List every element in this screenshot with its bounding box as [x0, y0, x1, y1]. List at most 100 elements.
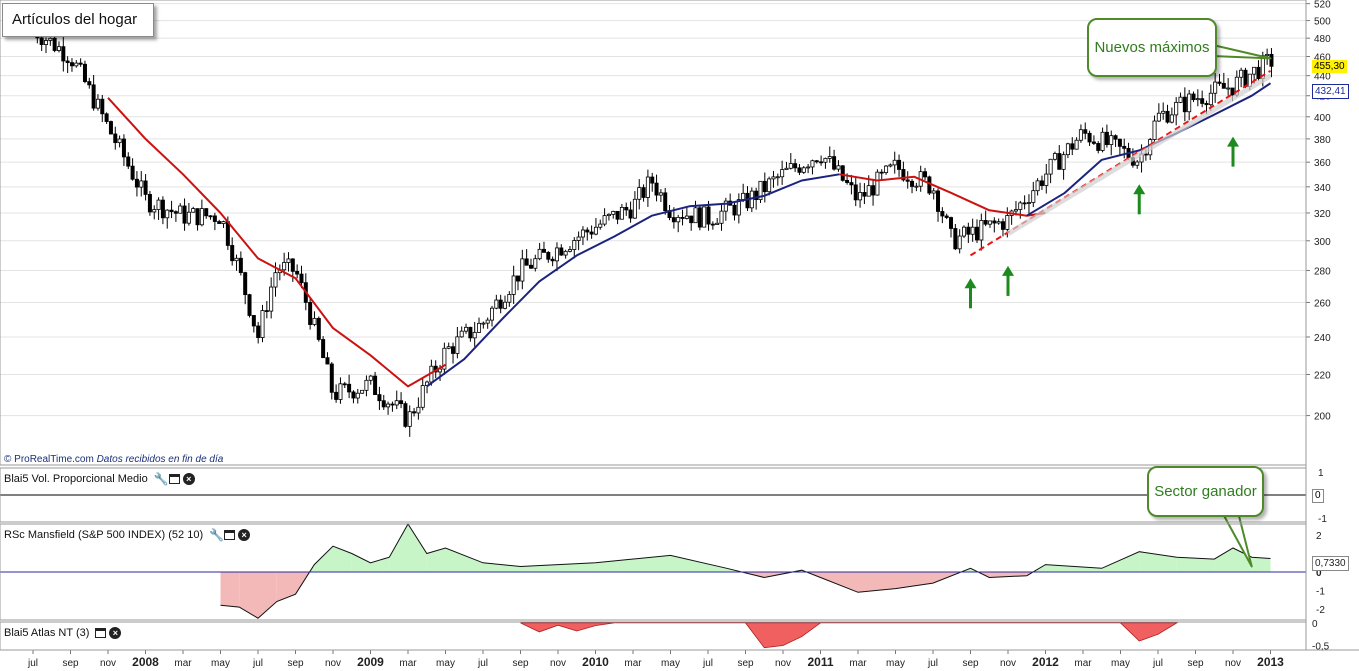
candle-down [290, 258, 295, 272]
candle-down [39, 37, 44, 45]
candle-up [554, 247, 559, 262]
candle-down [797, 167, 802, 173]
candle-up [632, 198, 637, 219]
candle-up [676, 216, 681, 223]
candle-down [689, 215, 694, 224]
candle-down [1096, 143, 1101, 151]
candle-down [1022, 202, 1027, 205]
x-tick-label: mar [399, 658, 417, 669]
candle-up [442, 347, 447, 370]
candle-up [827, 156, 832, 159]
candle-up [282, 262, 287, 271]
x-tick-label: nov [775, 658, 791, 669]
candle-up [606, 213, 611, 217]
candle-down [1091, 141, 1096, 144]
candle-down [654, 182, 659, 196]
x-tick-label: nov [1225, 658, 1241, 669]
candle-down [100, 98, 105, 115]
candle-down [204, 208, 209, 217]
candle-up [459, 330, 464, 338]
candle-down [308, 302, 313, 325]
candle-up [1065, 143, 1070, 156]
candle-up [1026, 202, 1031, 204]
close-icon[interactable]: × [238, 528, 251, 541]
candle-up [490, 307, 495, 321]
candle-down [559, 247, 564, 256]
candle-up [1048, 158, 1053, 175]
candle-up [957, 235, 962, 250]
candle-down [451, 346, 456, 354]
candle-down [1083, 129, 1088, 134]
candle-up [43, 40, 48, 45]
candle-up [1265, 53, 1270, 57]
price-axis: 2002202402602803003203403603804004204404… [1306, 0, 1331, 423]
candle-down [1087, 132, 1092, 143]
rsc-tick-label: 2 [1316, 531, 1322, 542]
x-tick-label: sep [1187, 658, 1204, 669]
candle-down [1000, 221, 1005, 230]
candle-up [1109, 135, 1114, 146]
candle-up [741, 192, 746, 200]
candle-down [927, 176, 932, 194]
candle-up [736, 199, 741, 216]
candle-down [321, 339, 326, 359]
wrench-icon[interactable]: 🔧 [153, 471, 169, 486]
chart-title: Artículos del hogar [2, 3, 154, 37]
candle-down [399, 400, 404, 405]
candle-down [663, 192, 668, 211]
rsc-area [820, 572, 858, 593]
candle-up [511, 275, 516, 295]
candle-up [394, 400, 399, 406]
rsc-area [1233, 548, 1252, 572]
wrench-icon[interactable]: 🔧 [209, 527, 225, 542]
window-icon[interactable] [224, 529, 236, 540]
window-icon[interactable] [168, 473, 180, 484]
candle-up [836, 165, 841, 170]
support-arrows [964, 136, 1239, 309]
rsc-area [1251, 557, 1271, 572]
x-tick-label: nov [325, 658, 341, 669]
candle-down [949, 217, 954, 229]
panel-title-volume: Blai5 Vol. Proporcional Medio [4, 472, 148, 485]
x-tick-label: mar [174, 658, 192, 669]
x-tick-label: jul [252, 658, 263, 669]
rsc-area [426, 548, 446, 572]
candle-up [455, 336, 460, 354]
candle-down [871, 185, 876, 196]
candle-up [931, 190, 936, 194]
candle-down [853, 184, 858, 201]
candle-up [502, 301, 507, 309]
y-tick-label: 240 [1314, 333, 1331, 344]
candle-down [61, 46, 66, 62]
candle-down [468, 326, 473, 339]
x-tick-label: jul [702, 658, 713, 669]
candle-down [550, 258, 555, 262]
x-tick-label: jul [477, 658, 488, 669]
candle-up [152, 209, 157, 213]
candle-up [537, 248, 542, 260]
candle-down [641, 187, 646, 198]
candle-down [940, 211, 945, 217]
up-arrow-icon [964, 278, 977, 289]
candle-down [585, 229, 590, 233]
candle-down [381, 400, 386, 408]
window-icon[interactable] [95, 627, 107, 638]
candle-up [784, 167, 789, 170]
x-tick-label: 2009 [357, 655, 384, 669]
candle-up [598, 223, 603, 228]
candle-up [1161, 110, 1166, 114]
candle-up [446, 346, 451, 349]
candle-up [1031, 190, 1036, 203]
x-tick-label: may [661, 658, 680, 669]
rsc-area [1101, 551, 1140, 572]
candle-down [697, 207, 702, 228]
close-icon[interactable]: × [109, 626, 122, 639]
candle-up [186, 211, 191, 224]
candle-down [243, 272, 248, 296]
candle-up [775, 176, 780, 179]
close-icon[interactable]: × [182, 472, 195, 485]
candle-up [139, 180, 144, 188]
candle-down [849, 182, 854, 186]
candle-down [615, 210, 620, 220]
